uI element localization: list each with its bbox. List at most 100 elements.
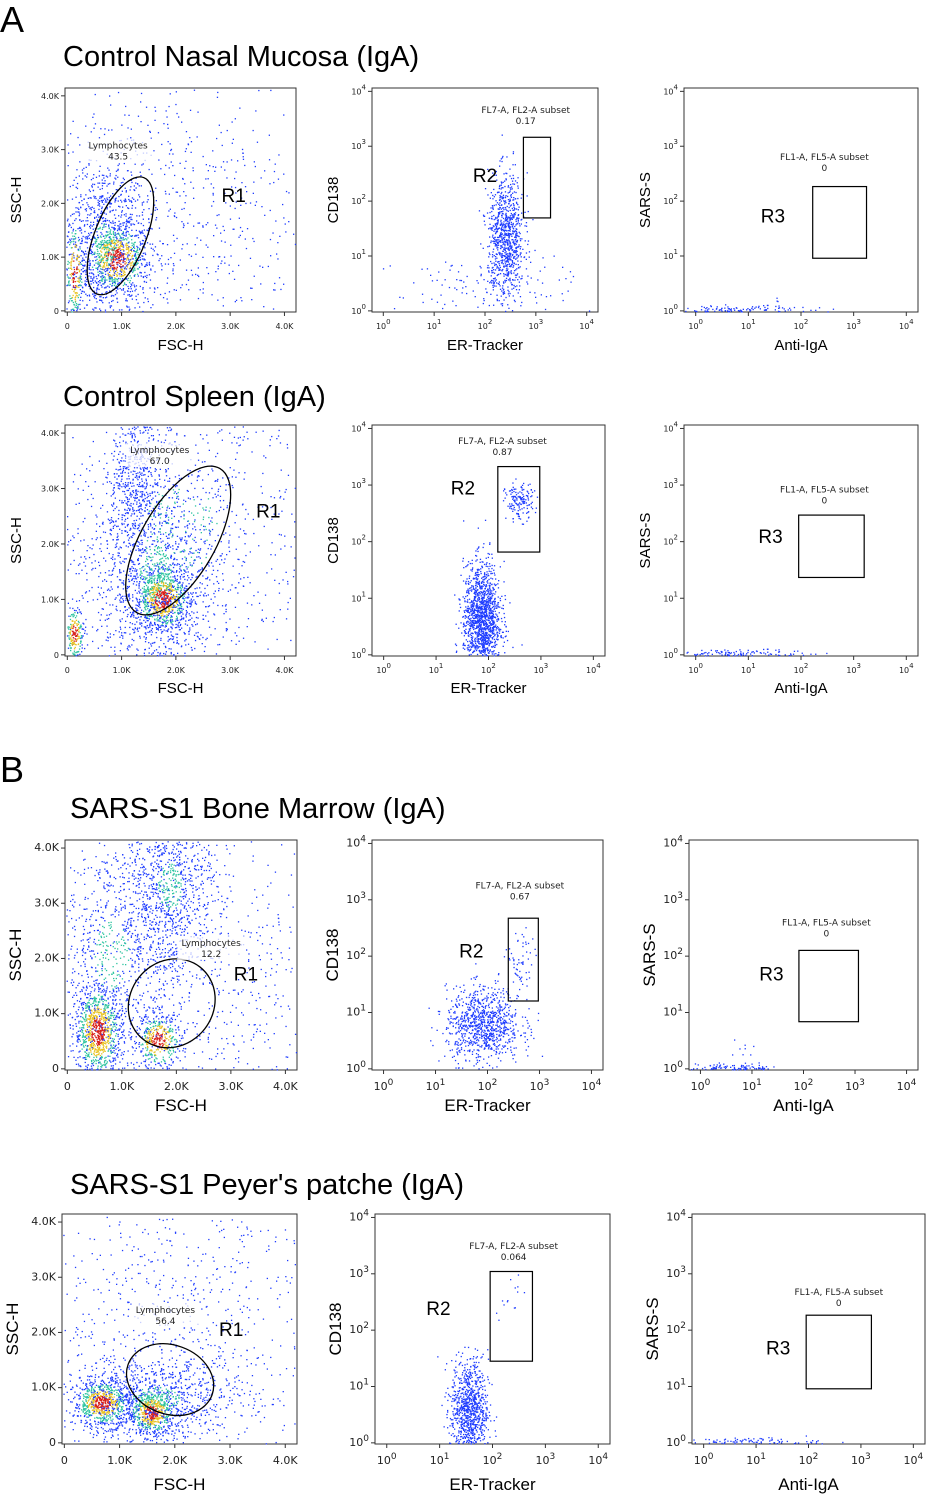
event-dot	[106, 251, 108, 253]
event-dot	[110, 229, 112, 231]
event-dot	[126, 478, 128, 480]
event-dot	[80, 207, 82, 209]
event-dot	[85, 276, 87, 279]
event-dot	[153, 650, 156, 652]
event-dot	[570, 281, 572, 283]
event-dot	[134, 527, 136, 530]
event-dot	[486, 212, 489, 214]
event-dot	[141, 214, 144, 216]
event-dot	[508, 249, 510, 251]
event-dot	[124, 520, 126, 522]
event-dot	[152, 563, 154, 565]
event-dot	[149, 576, 151, 578]
event-dot	[137, 616, 140, 618]
event-dot	[105, 286, 107, 288]
event-dot	[98, 263, 100, 265]
event-dot	[73, 290, 75, 293]
event-dot	[516, 232, 518, 234]
event-dot	[125, 227, 127, 229]
event-dot	[482, 247, 484, 249]
event-dot	[117, 169, 119, 172]
event-dot	[83, 198, 85, 200]
event-dot	[193, 225, 195, 227]
event-dot	[116, 478, 118, 480]
event-dot	[502, 281, 505, 283]
event-dot	[111, 262, 114, 264]
event-dot	[503, 275, 505, 277]
event-dot	[176, 501, 178, 503]
event-dot	[144, 247, 146, 249]
event-dot	[149, 495, 151, 497]
event-dot	[525, 258, 527, 260]
event-dot	[106, 252, 108, 254]
event-dot	[82, 252, 85, 254]
event-dot	[114, 253, 117, 255]
event-dot	[92, 228, 94, 230]
event-dot	[102, 302, 104, 304]
event-dot	[190, 598, 192, 600]
event-dot	[164, 619, 166, 621]
event-dot	[113, 278, 115, 281]
event-dot	[168, 429, 170, 432]
event-dot	[487, 168, 489, 171]
event-dot	[140, 92, 143, 95]
event-dot	[79, 289, 81, 291]
event-dot	[173, 571, 175, 573]
event-dot	[88, 164, 90, 166]
event-dot	[99, 264, 101, 266]
event-dot	[131, 284, 133, 286]
event-dot	[130, 200, 132, 202]
event-dot	[172, 187, 174, 189]
event-dot	[497, 216, 499, 218]
event-dot	[496, 239, 498, 241]
event-dot	[104, 253, 106, 255]
event-dot	[776, 297, 778, 299]
event-dot	[77, 211, 79, 213]
event-dot	[115, 209, 117, 211]
event-dot	[524, 225, 526, 227]
event-dot	[147, 124, 149, 126]
event-dot	[500, 262, 503, 264]
event-dot	[114, 217, 117, 219]
event-dot	[95, 216, 98, 218]
event-dot	[175, 91, 177, 93]
event-dot	[92, 293, 94, 295]
event-dot	[116, 189, 119, 191]
event-dot	[93, 264, 96, 266]
event-dot	[518, 217, 520, 219]
event-dot	[139, 543, 141, 545]
event-dot	[99, 188, 101, 190]
event-dot	[72, 285, 75, 287]
event-dot	[144, 271, 146, 274]
event-dot	[493, 240, 495, 242]
event-dot	[116, 263, 118, 265]
event-dot	[154, 618, 156, 620]
event-dot	[110, 495, 112, 497]
event-dot	[98, 208, 100, 211]
event-dot	[112, 232, 115, 234]
event-dot	[144, 507, 146, 509]
event-dot	[116, 536, 118, 538]
event-dot	[157, 514, 160, 517]
event-dot	[121, 249, 123, 251]
event-dot	[127, 207, 129, 209]
event-dot	[148, 581, 150, 583]
event-dot	[194, 487, 196, 490]
event-dot	[168, 167, 170, 169]
event-dot	[122, 580, 125, 582]
event-dot	[182, 601, 185, 604]
event-dot	[75, 285, 77, 287]
event-dot	[205, 509, 207, 511]
event-dot	[187, 527, 189, 529]
event-dot	[89, 260, 91, 262]
event-dot	[124, 261, 126, 263]
event-dot	[152, 540, 154, 542]
event-dot	[130, 216, 132, 218]
event-dot	[774, 309, 776, 311]
event-dot	[517, 254, 520, 257]
event-dot	[107, 255, 110, 257]
event-dot	[182, 223, 185, 225]
event-dot	[144, 606, 147, 608]
event-dot	[125, 300, 127, 302]
event-dot	[139, 306, 141, 308]
